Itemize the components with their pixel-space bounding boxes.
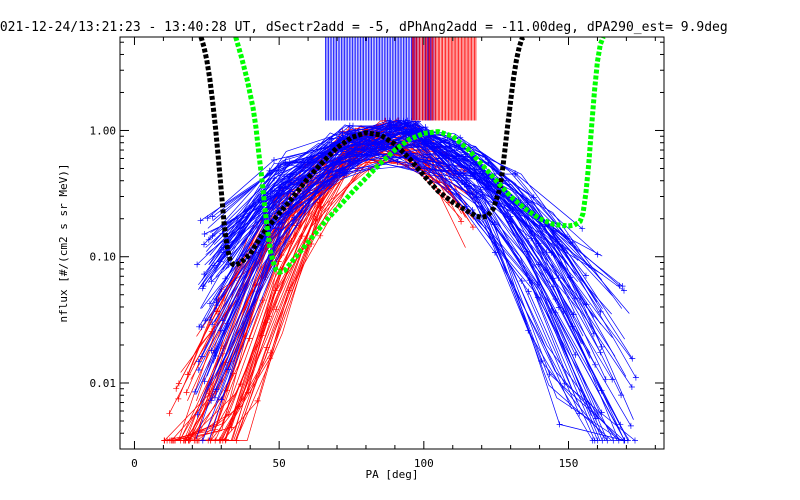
y-tick-label: 0.01 (90, 377, 117, 390)
data-traces (161, 37, 639, 444)
x-axis-label: PA [deg] (366, 468, 419, 481)
model-curves (198, 37, 606, 275)
green-model-curve (233, 37, 606, 275)
flux-trace (174, 144, 450, 441)
x-tick-label: 150 (559, 457, 579, 470)
flux-trace-markers (208, 162, 605, 416)
x-tick-label: 50 (273, 457, 286, 470)
x-tick-label: 100 (414, 457, 434, 470)
x-tick-label: 0 (131, 457, 138, 470)
chart-title: 2021-12-24/13:21:23 - 13:40:28 UT, dSect… (0, 20, 728, 35)
flux-trace (208, 126, 577, 265)
flux-trace (222, 145, 613, 338)
flux-trace (214, 126, 572, 410)
flux-trace-markers (195, 129, 606, 444)
sector-bars-red (411, 37, 477, 121)
flux-trace (205, 146, 621, 441)
flux-trace (200, 163, 578, 403)
black-model-curve (198, 37, 526, 268)
y-tick-label: 1.00 (90, 124, 117, 137)
y-axis-label: nflux [#/(cm2 s sr MeV)] (57, 164, 70, 323)
flux-trace-markers (161, 155, 452, 444)
plot-frame (119, 36, 665, 450)
flux-trace-markers (225, 150, 605, 394)
flux-trace (209, 120, 576, 279)
axes: 0 50 100 150 0.01 0.10 1.00 (90, 37, 664, 470)
y-tick-label: 0.10 (90, 251, 117, 264)
flux-trace-markers (172, 146, 400, 444)
sector-bars-blue (325, 37, 436, 121)
